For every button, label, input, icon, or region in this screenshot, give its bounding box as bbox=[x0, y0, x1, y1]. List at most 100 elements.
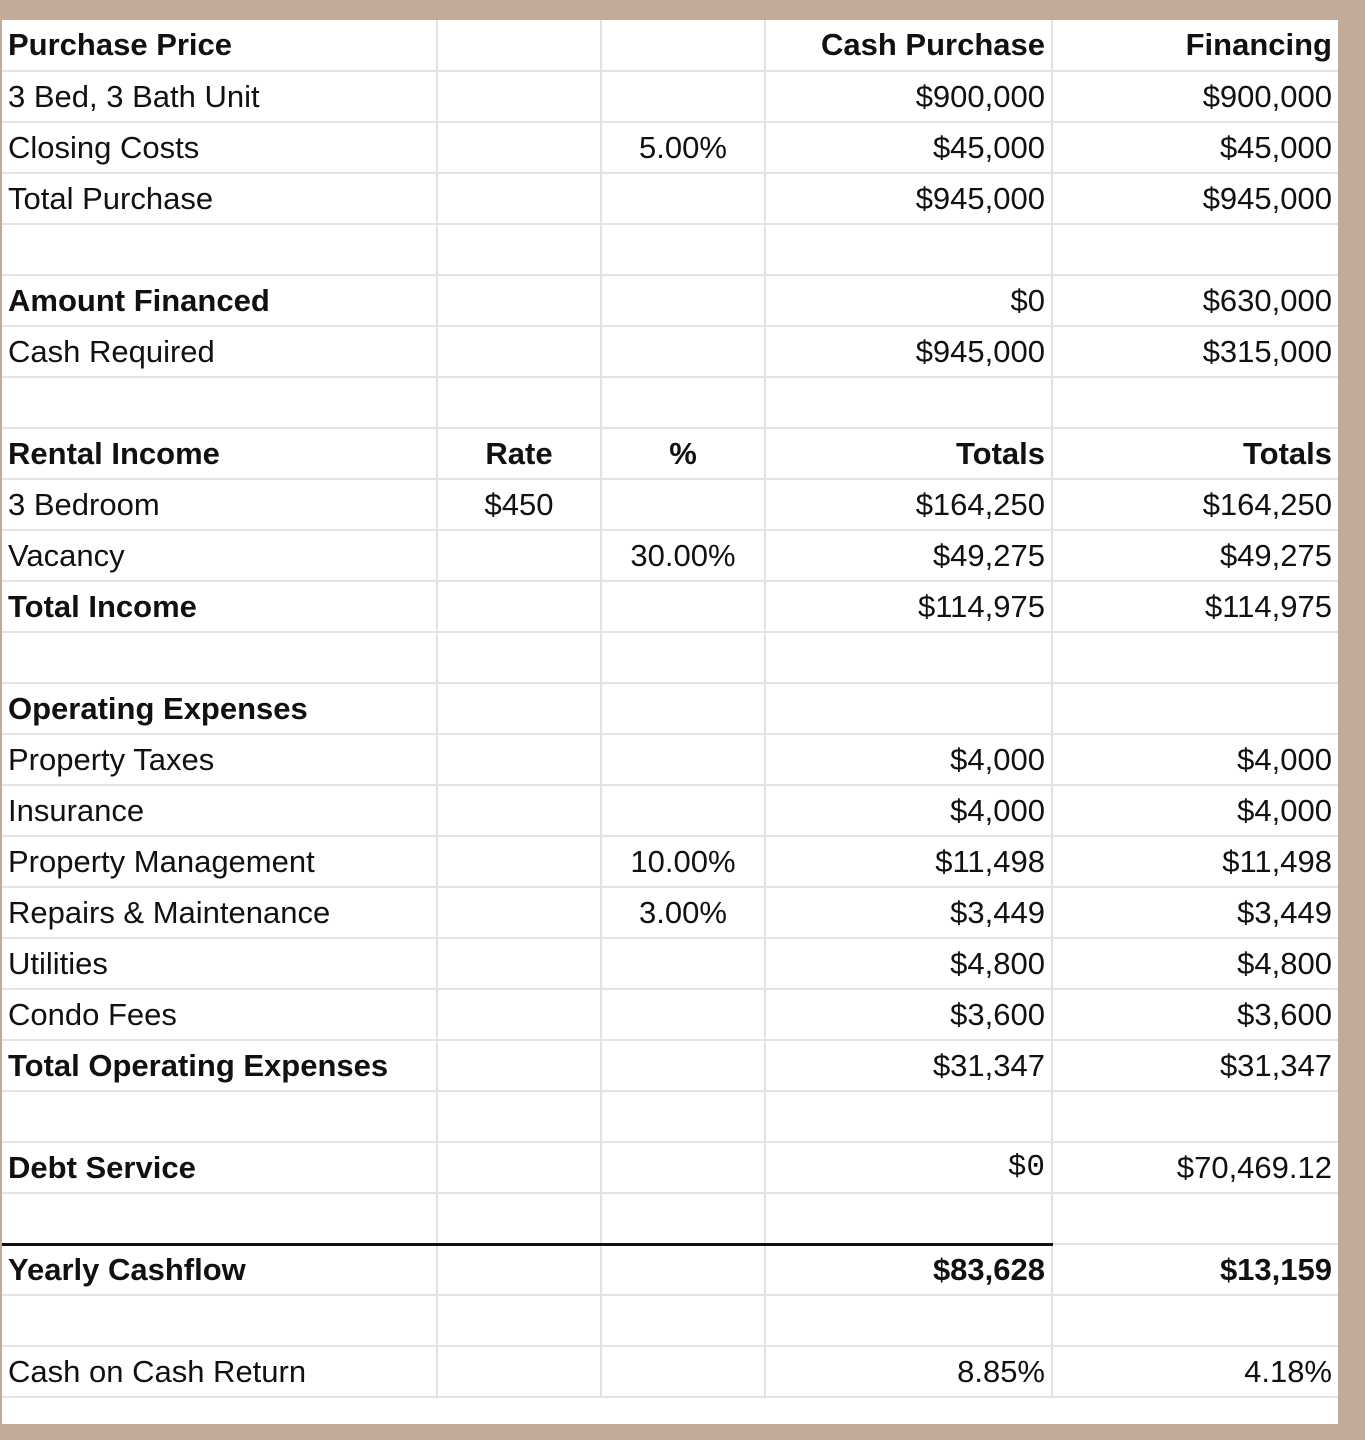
cell[interactable] bbox=[437, 1346, 602, 1398]
cell[interactable] bbox=[437, 122, 602, 174]
cell[interactable]: Cash Required bbox=[2, 326, 438, 378]
cell[interactable]: Cash on Cash Return bbox=[2, 1346, 438, 1398]
cell[interactable] bbox=[2, 1193, 438, 1245]
cell[interactable]: $3,600 bbox=[765, 989, 1053, 1041]
cell[interactable]: 3 Bedroom bbox=[2, 479, 438, 531]
cell[interactable] bbox=[437, 1091, 602, 1143]
cell[interactable] bbox=[601, 275, 766, 327]
cell[interactable] bbox=[601, 632, 766, 684]
cell[interactable]: $11,498 bbox=[765, 836, 1053, 888]
cell[interactable]: $31,347 bbox=[1052, 1040, 1338, 1092]
cell[interactable]: $4,000 bbox=[1052, 734, 1338, 786]
cell[interactable] bbox=[765, 224, 1053, 276]
cell[interactable] bbox=[601, 20, 766, 72]
cell[interactable] bbox=[437, 224, 602, 276]
cell[interactable] bbox=[437, 275, 602, 327]
cell[interactable]: Closing Costs bbox=[2, 122, 438, 174]
cell[interactable] bbox=[437, 173, 602, 225]
cell[interactable]: $4,000 bbox=[765, 734, 1053, 786]
cell[interactable] bbox=[2, 224, 438, 276]
cell[interactable] bbox=[437, 938, 602, 990]
cell[interactable]: $11,498 bbox=[1052, 836, 1338, 888]
cell[interactable] bbox=[1052, 1193, 1338, 1245]
cell[interactable] bbox=[601, 1242, 766, 1296]
cell[interactable] bbox=[437, 1142, 602, 1194]
cell[interactable] bbox=[601, 479, 766, 531]
cell[interactable] bbox=[437, 1242, 602, 1296]
cell[interactable] bbox=[437, 1295, 602, 1347]
cell[interactable]: $450 bbox=[437, 479, 602, 531]
cell[interactable] bbox=[1052, 377, 1338, 429]
cell[interactable]: $31,347 bbox=[765, 1040, 1053, 1092]
cell[interactable] bbox=[437, 683, 602, 735]
cell[interactable]: Property Taxes bbox=[2, 734, 438, 786]
cell[interactable] bbox=[437, 71, 602, 123]
cell[interactable]: 3.00% bbox=[601, 887, 766, 939]
cell[interactable] bbox=[437, 530, 602, 582]
cell[interactable] bbox=[601, 173, 766, 225]
cell[interactable] bbox=[601, 1193, 766, 1245]
cell[interactable]: $45,000 bbox=[765, 122, 1053, 174]
cell[interactable]: Cash Purchase bbox=[765, 20, 1053, 72]
cell[interactable]: 3 Bed, 3 Bath Unit bbox=[2, 71, 438, 123]
cell[interactable] bbox=[601, 989, 766, 1041]
cell[interactable] bbox=[601, 1091, 766, 1143]
cell[interactable] bbox=[765, 1295, 1053, 1347]
cell[interactable] bbox=[765, 1091, 1053, 1143]
cell[interactable]: Amount Financed bbox=[2, 275, 438, 327]
cell[interactable]: $4,000 bbox=[1052, 785, 1338, 837]
cell[interactable] bbox=[1052, 1295, 1338, 1347]
cell[interactable]: $45,000 bbox=[1052, 122, 1338, 174]
cell[interactable]: $630,000 bbox=[1052, 275, 1338, 327]
cell[interactable] bbox=[437, 1040, 602, 1092]
cell[interactable] bbox=[601, 938, 766, 990]
cell[interactable]: Condo Fees bbox=[2, 989, 438, 1041]
cell[interactable]: $0 bbox=[765, 275, 1053, 327]
cell[interactable] bbox=[601, 1346, 766, 1398]
cell[interactable] bbox=[2, 377, 438, 429]
cell[interactable] bbox=[437, 989, 602, 1041]
cell[interactable]: 5.00% bbox=[601, 122, 766, 174]
cell[interactable] bbox=[601, 1040, 766, 1092]
cell[interactable]: $0 bbox=[765, 1142, 1053, 1194]
cell[interactable] bbox=[601, 71, 766, 123]
cell[interactable]: Totals bbox=[765, 428, 1053, 480]
cell[interactable] bbox=[765, 632, 1053, 684]
cell[interactable]: Purchase Price bbox=[2, 20, 438, 72]
cell[interactable]: $83,628 bbox=[765, 1242, 1053, 1296]
cell[interactable]: 8.85% bbox=[765, 1346, 1053, 1398]
cell[interactable]: $900,000 bbox=[1052, 71, 1338, 123]
cell[interactable]: $164,250 bbox=[765, 479, 1053, 531]
cell[interactable]: $315,000 bbox=[1052, 326, 1338, 378]
cell[interactable] bbox=[2, 632, 438, 684]
cell[interactable]: Totals bbox=[1052, 428, 1338, 480]
cell[interactable]: $4,800 bbox=[1052, 938, 1338, 990]
cell[interactable]: 10.00% bbox=[601, 836, 766, 888]
cell[interactable]: $70,469.12 bbox=[1052, 1142, 1338, 1194]
cell[interactable]: $13,159 bbox=[1052, 1244, 1338, 1296]
cell[interactable] bbox=[601, 1295, 766, 1347]
cell[interactable] bbox=[601, 683, 766, 735]
cell[interactable] bbox=[1052, 1091, 1338, 1143]
cell[interactable] bbox=[601, 377, 766, 429]
cell[interactable]: 4.18% bbox=[1052, 1346, 1338, 1398]
cell[interactable]: $945,000 bbox=[765, 326, 1053, 378]
cell[interactable]: Total Operating Expenses bbox=[2, 1040, 438, 1092]
cell[interactable] bbox=[437, 1193, 602, 1245]
cell[interactable] bbox=[765, 683, 1053, 735]
cell[interactable] bbox=[601, 1142, 766, 1194]
cell[interactable]: $114,975 bbox=[1052, 581, 1338, 633]
cell[interactable]: Operating Expenses bbox=[2, 683, 438, 735]
cell[interactable] bbox=[601, 734, 766, 786]
cell[interactable] bbox=[437, 581, 602, 633]
cell[interactable] bbox=[437, 20, 602, 72]
cell[interactable]: Vacancy bbox=[2, 530, 438, 582]
cell[interactable]: $900,000 bbox=[765, 71, 1053, 123]
cell[interactable]: Total Purchase bbox=[2, 173, 438, 225]
cell[interactable] bbox=[437, 785, 602, 837]
cell[interactable] bbox=[2, 1295, 438, 1347]
cell[interactable] bbox=[1052, 632, 1338, 684]
cell[interactable] bbox=[437, 887, 602, 939]
cell[interactable] bbox=[601, 581, 766, 633]
cell[interactable]: $3,449 bbox=[1052, 887, 1338, 939]
